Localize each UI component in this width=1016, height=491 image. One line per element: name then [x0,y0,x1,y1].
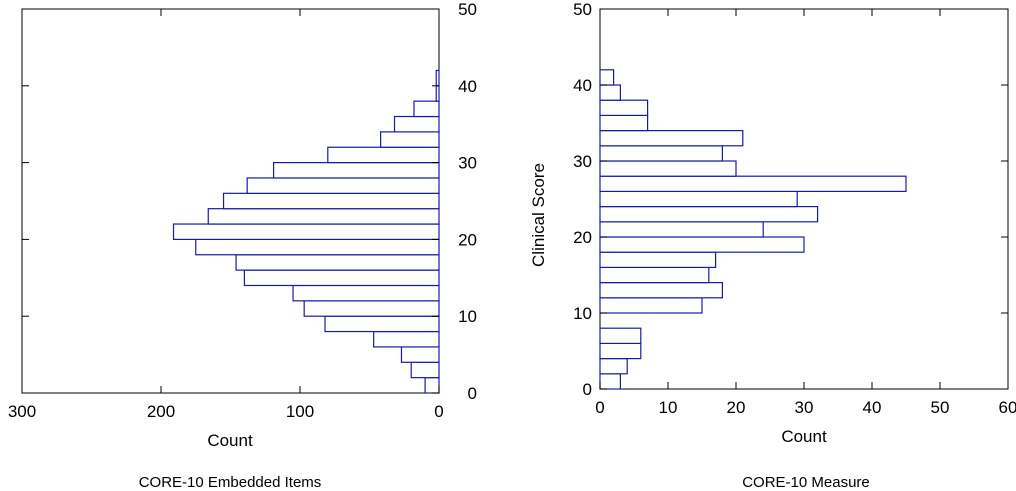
bar [599,130,744,147]
bars-right [599,69,907,390]
bar [400,346,440,363]
y-tick-label: 20 [573,228,592,247]
bar [424,377,440,394]
bar [324,315,440,333]
bar [380,131,440,148]
x-axis-label-right: Count [781,427,827,446]
y-tick-label: 0 [468,384,477,403]
panel-measure: 0 10 20 30 40 50 60 0 10 20 30 40 50 Count Clinical… [529,0,1016,491]
y-tick-label: 20 [458,230,477,249]
bar [195,238,440,256]
y-tick-label: 10 [573,304,592,323]
x-tick-label: 0 [434,402,443,421]
bar [599,236,805,253]
bars-left [172,69,440,394]
bar [172,223,440,240]
bar [373,330,440,348]
y-ticks-left: 0 10 20 30 40 50 [22,0,477,403]
x-tick-label: 50 [931,398,950,417]
bar [599,175,907,192]
y-tick-label: 10 [458,307,477,326]
bar [599,160,737,177]
bar [599,342,642,360]
x-ticks-left: 300 200 100 0 [8,9,444,421]
bar [599,221,764,238]
bar [599,84,621,101]
bar [599,266,710,284]
panel-embedded-items: 300 200 100 0 0 10 20 30 40 50 Count CORE-10 Emb… [8,0,477,491]
bar [435,85,440,102]
bar [599,206,819,223]
bar [246,177,440,194]
x-tick-label: 100 [286,402,314,421]
bar [599,358,628,375]
bar [413,100,440,118]
bar [599,190,798,208]
x-tick-label: 60 [999,398,1016,417]
x-tick-label: 10 [659,398,678,417]
bar [599,69,615,86]
y-tick-label: 50 [458,0,477,19]
bar [207,208,440,225]
bar [599,282,724,299]
y-tick-label: 30 [573,152,592,171]
x-ticks-right: 0 10 20 30 40 50 60 [595,9,1016,417]
bar [599,99,649,116]
y-tick-label: 30 [458,154,477,173]
bar [272,162,440,179]
bar [599,297,703,314]
bar [599,145,724,162]
x-tick-label: 30 [795,398,814,417]
bar [235,254,440,271]
bar [292,284,440,302]
y-tick-label: 50 [573,0,592,19]
bar [222,192,440,210]
x-tick-label: 20 [727,398,746,417]
bar [599,373,621,390]
y-tick-label: 40 [573,76,592,95]
x-tick-label: 200 [147,402,175,421]
x-tick-label: 300 [8,402,36,421]
y-tick-label: 40 [458,77,477,96]
bar [435,69,440,87]
x-tick-label: 0 [595,398,604,417]
bar [393,115,440,133]
caption-left: CORE-10 Embedded Items [139,474,322,491]
bar [599,251,717,268]
bar [327,146,440,164]
bar [410,361,440,379]
y-ticks-right: 0 10 20 30 40 50 [573,0,1008,399]
bar [599,114,649,132]
x-tick-label: 40 [863,398,882,417]
bar [243,269,440,287]
bar [599,327,642,345]
y-axis-label-right: Clinical Score [529,163,548,267]
y-tick-label: 0 [583,380,592,399]
bar [303,300,440,317]
caption-right: CORE-10 Measure [742,474,870,491]
x-axis-label-left: Count [207,431,253,450]
